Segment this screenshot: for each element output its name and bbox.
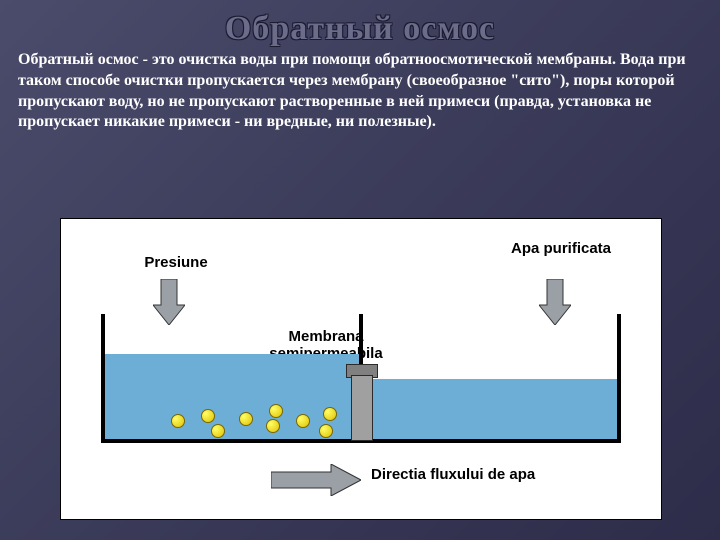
flow-arrow-icon — [271, 464, 361, 496]
diagram-container: Presiune Apa purificata Membrana semiper… — [60, 218, 662, 520]
particle-icon — [239, 412, 253, 426]
particle-icon — [269, 404, 283, 418]
page-title: Обратный осмос — [0, 0, 720, 48]
particle-icon — [319, 424, 333, 438]
pressure-label: Presiune — [131, 254, 221, 271]
right-water — [361, 379, 621, 439]
particle-icon — [323, 407, 337, 421]
particle-icon — [201, 409, 215, 423]
particle-icon — [266, 419, 280, 433]
description-text: Обратный осмос - это очистка воды при по… — [0, 48, 720, 133]
particle-icon — [171, 414, 185, 428]
tank-divider-wall — [359, 314, 363, 367]
purified-water-label: Apa purificata — [501, 241, 621, 258]
tank-right-wall — [617, 314, 621, 443]
pressure-arrow-icon — [153, 279, 185, 325]
tank-left-wall — [101, 314, 105, 443]
particle-icon — [211, 424, 225, 438]
particle-icon — [296, 414, 310, 428]
flow-direction-label: Directia fluxului de apa — [371, 467, 551, 484]
purified-arrow-icon — [539, 279, 571, 325]
membrane-body — [351, 375, 373, 441]
